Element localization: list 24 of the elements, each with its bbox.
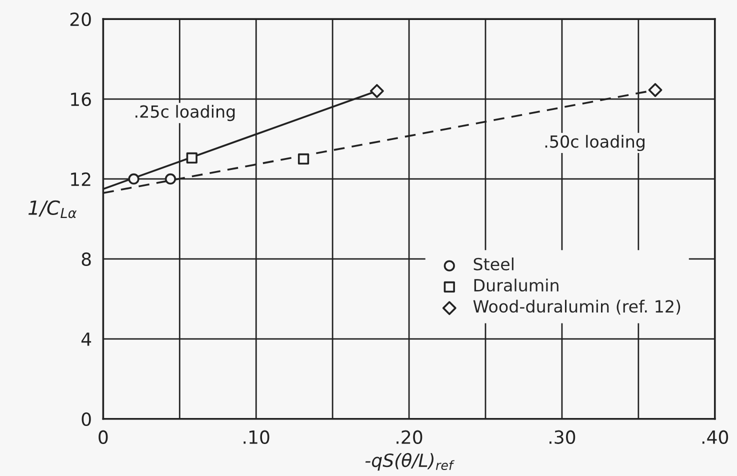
x-tick-label: 0 <box>98 430 108 444</box>
annotation: .50c loading <box>545 134 644 152</box>
legend-label: Steel <box>474 258 514 270</box>
point <box>128 173 140 185</box>
x-tick-label: .40 <box>702 430 728 444</box>
point <box>164 173 176 185</box>
y-tick-label: 8 <box>82 252 91 266</box>
legend-label: Duralumin <box>474 278 558 292</box>
point <box>648 83 662 97</box>
point <box>186 152 198 164</box>
y-tick-label: 4 <box>81 332 92 346</box>
y-tick-label: 0 <box>82 412 91 426</box>
y-tick-label: 16 <box>71 92 91 106</box>
point <box>370 84 384 98</box>
y-tick-label: 20 <box>70 12 91 26</box>
x-tick-label: .20 <box>396 430 422 444</box>
x-axis-title: -qS(θ/L)$_{ref}$ <box>365 453 455 471</box>
y-axis-title: 1/C$_{Lα}$ <box>28 200 77 218</box>
legend-label: Wood-duralumin (ref. 12) <box>473 300 680 315</box>
point <box>298 153 310 165</box>
y-tick-label: 12 <box>71 172 90 186</box>
annotation: .25c loading <box>136 104 235 122</box>
x-tick-label: .10 <box>244 430 270 444</box>
x-tick-label: .30 <box>550 430 576 444</box>
